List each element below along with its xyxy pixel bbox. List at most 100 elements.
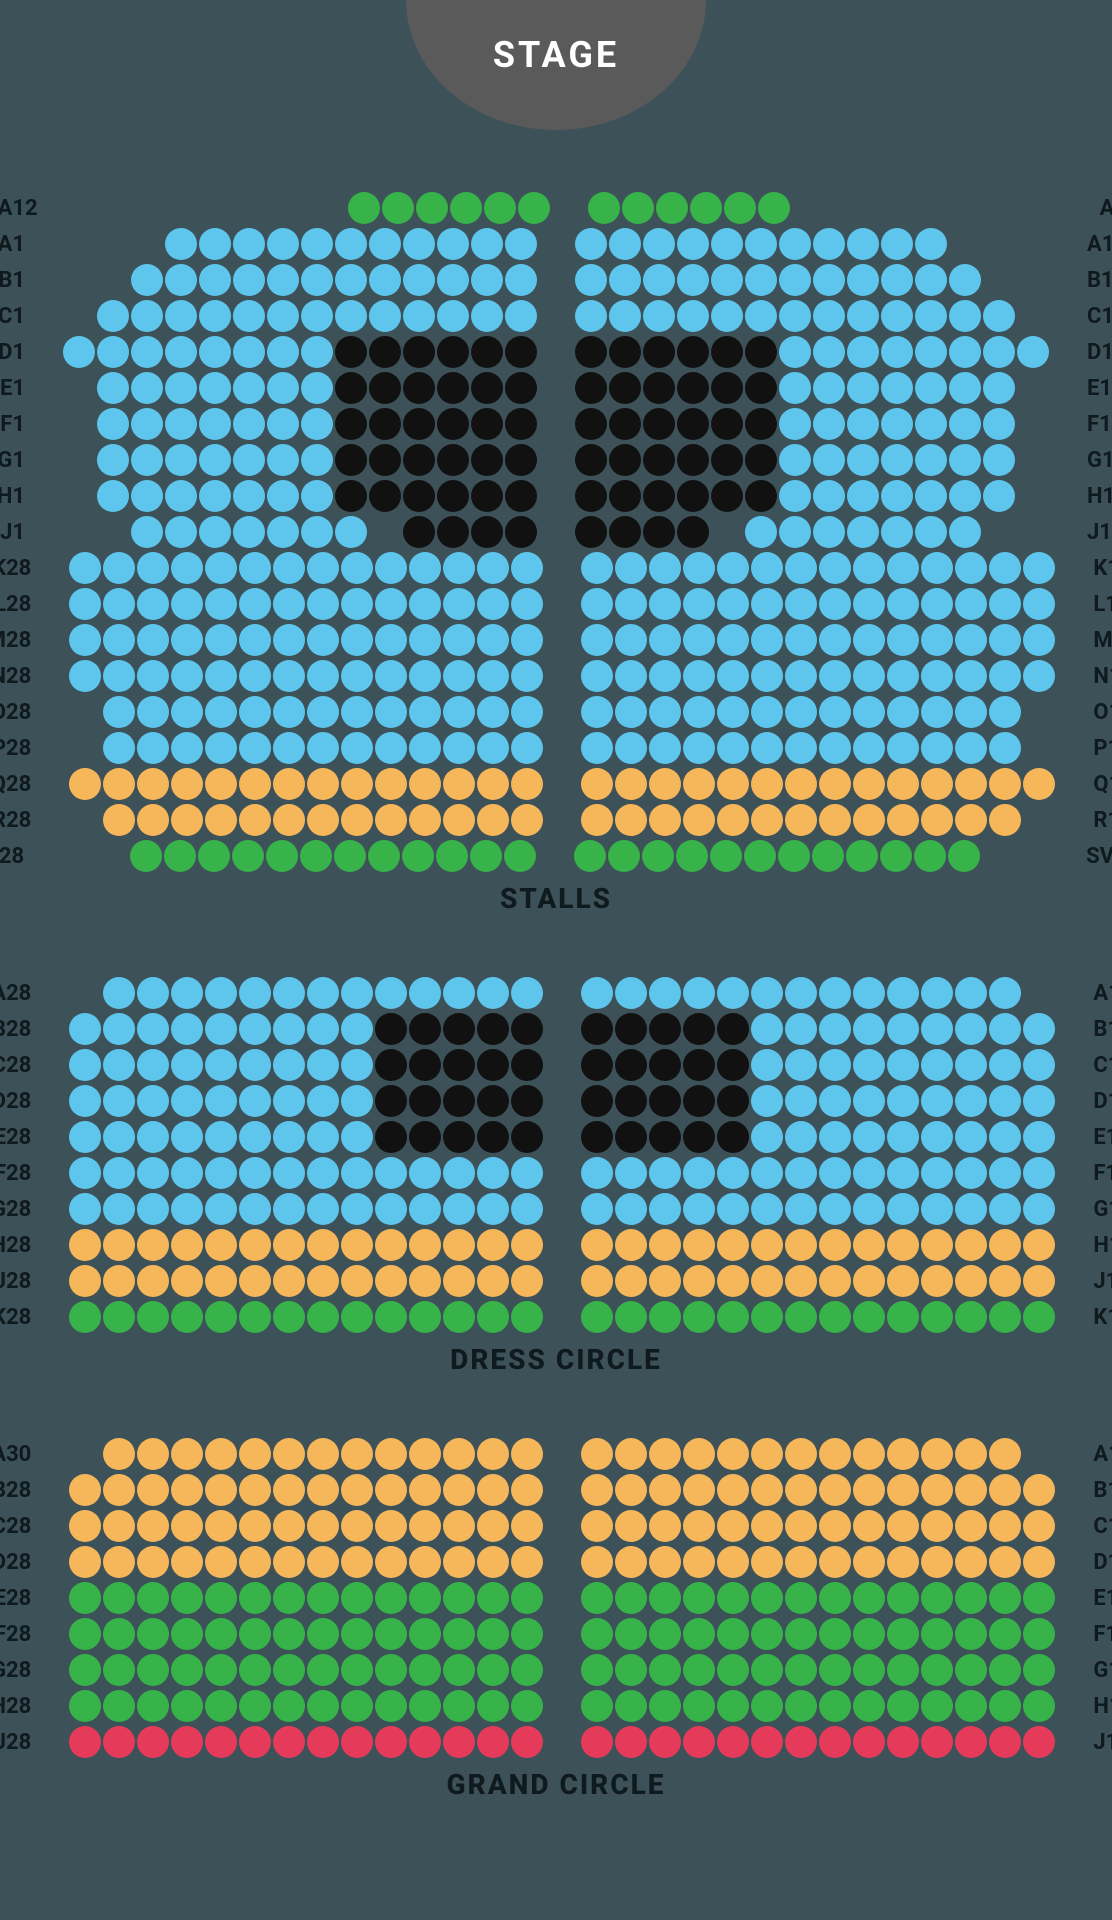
seat[interactable] [683,1121,715,1153]
seat[interactable] [301,516,333,548]
seat[interactable] [443,1654,475,1686]
seat[interactable] [1023,1085,1055,1117]
seat[interactable] [683,1157,715,1189]
seat[interactable] [403,408,435,440]
seat[interactable] [511,1582,543,1614]
seat[interactable] [751,1438,783,1470]
seat[interactable] [205,768,237,800]
seat[interactable] [955,1013,987,1045]
seat[interactable] [717,1157,749,1189]
seat[interactable] [239,1618,271,1650]
seat[interactable] [273,1654,305,1686]
seat[interactable] [949,444,981,476]
seat[interactable] [307,1510,339,1542]
seat[interactable] [609,336,641,368]
seat[interactable] [97,300,129,332]
seat[interactable] [819,1121,851,1153]
seat[interactable] [683,1546,715,1578]
seat[interactable] [171,1438,203,1470]
seat[interactable] [409,1510,441,1542]
seat[interactable] [443,588,475,620]
seat[interactable] [341,696,373,728]
seat[interactable] [615,804,647,836]
seat[interactable] [443,552,475,584]
seat[interactable] [881,264,913,296]
seat[interactable] [989,1474,1021,1506]
seat[interactable] [130,840,162,872]
seat[interactable] [103,1726,135,1758]
seat[interactable] [477,1121,509,1153]
seat[interactable] [239,660,271,692]
seat[interactable] [239,1229,271,1261]
seat[interactable] [307,1690,339,1722]
seat[interactable] [511,977,543,1009]
seat[interactable] [853,1301,885,1333]
seat[interactable] [511,732,543,764]
seat[interactable] [205,804,237,836]
seat[interactable] [471,480,503,512]
seat[interactable] [307,660,339,692]
seat[interactable] [171,552,203,584]
seat[interactable] [165,516,197,548]
seat[interactable] [273,1618,305,1650]
seat[interactable] [683,1085,715,1117]
seat[interactable] [955,1265,987,1297]
seat[interactable] [137,1726,169,1758]
seat[interactable] [69,1157,101,1189]
seat[interactable] [511,1474,543,1506]
seat[interactable] [69,1474,101,1506]
seat[interactable] [341,1265,373,1297]
seat[interactable] [307,1085,339,1117]
seat[interactable] [307,696,339,728]
seat[interactable] [813,300,845,332]
seat[interactable] [887,624,919,656]
seat[interactable] [369,480,401,512]
seat[interactable] [983,408,1015,440]
seat[interactable] [785,660,817,692]
seat[interactable] [511,1546,543,1578]
seat[interactable] [239,1546,271,1578]
seat[interactable] [471,336,503,368]
seat[interactable] [443,1438,475,1470]
seat[interactable] [887,660,919,692]
seat[interactable] [511,804,543,836]
seat[interactable] [581,1301,613,1333]
seat[interactable] [785,1085,817,1117]
seat[interactable] [785,1654,817,1686]
seat[interactable] [198,840,230,872]
seat[interactable] [437,444,469,476]
seat[interactable] [955,1157,987,1189]
seat[interactable] [273,660,305,692]
seat[interactable] [949,516,981,548]
seat[interactable] [853,660,885,692]
seat[interactable] [853,1726,885,1758]
seat[interactable] [751,977,783,1009]
seat[interactable] [368,840,400,872]
seat[interactable] [103,1474,135,1506]
seat[interactable] [103,1049,135,1081]
seat[interactable] [676,840,708,872]
seat[interactable] [205,1582,237,1614]
seat[interactable] [677,408,709,440]
seat[interactable] [915,228,947,260]
seat[interactable] [751,768,783,800]
seat[interactable] [477,1690,509,1722]
seat[interactable] [137,1121,169,1153]
seat[interactable] [307,1121,339,1153]
seat[interactable] [233,444,265,476]
seat[interactable] [335,408,367,440]
seat[interactable] [615,552,647,584]
seat[interactable] [307,1618,339,1650]
seat[interactable] [307,624,339,656]
seat[interactable] [955,1726,987,1758]
seat[interactable] [819,1726,851,1758]
seat[interactable] [785,624,817,656]
seat[interactable] [69,1229,101,1261]
seat[interactable] [615,1690,647,1722]
seat[interactable] [375,1157,407,1189]
seat[interactable] [375,1546,407,1578]
seat[interactable] [301,480,333,512]
seat[interactable] [677,264,709,296]
seat[interactable] [273,1157,305,1189]
seat[interactable] [615,732,647,764]
